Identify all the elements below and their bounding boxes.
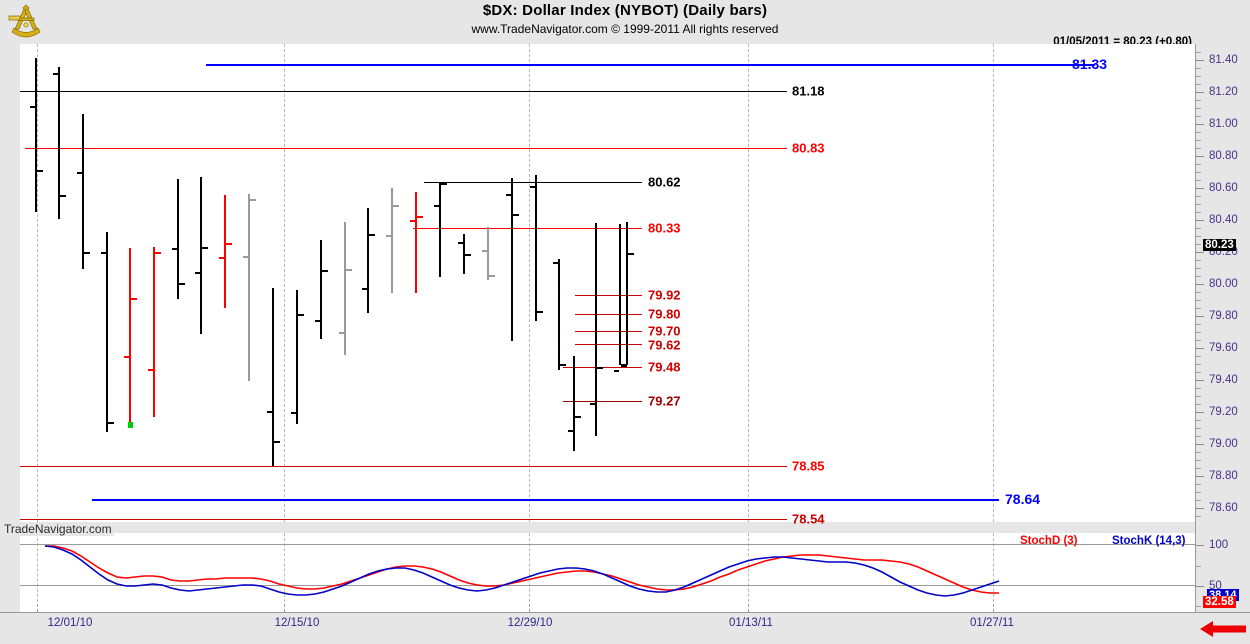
level-line-81-33 <box>206 64 1095 66</box>
price-tick-label: 80.80 <box>1209 150 1238 162</box>
price-axis[interactable]: 81.40 81.20 81.00 80.80 80.60 80.40 80.2… <box>1195 44 1250 627</box>
vgrid-line <box>993 533 994 612</box>
level-label-81-18: 81.18 <box>792 83 825 99</box>
page-title: $DX: Dollar Index (NYBOT) (Daily bars) <box>482 2 768 19</box>
stoch-k-line <box>44 545 1000 597</box>
level-line-79-70 <box>575 331 642 332</box>
stoch-scale-label-100: 100 <box>1209 539 1229 551</box>
level-label-81-33: 81.33 <box>1072 56 1108 72</box>
vgrid-line <box>284 44 285 522</box>
price-tick-label: 81.00 <box>1209 118 1238 130</box>
vgrid-line <box>748 533 749 612</box>
level-label-78-64: 78.64 <box>1005 491 1041 507</box>
date-axis[interactable] <box>0 612 1250 644</box>
stoch-gridline-50 <box>20 585 1195 586</box>
level-label-78-85: 78.85 <box>792 458 825 474</box>
level-label-80-83: 80.83 <box>792 140 825 156</box>
price-tick-label: 78.60 <box>1209 502 1238 514</box>
price-tick-label: 79.60 <box>1209 342 1238 354</box>
level-line-81-18 <box>20 91 787 92</box>
panel-separator <box>20 527 1250 532</box>
price-tick-label: 81.40 <box>1209 54 1238 66</box>
stochastic-lines <box>44 545 1000 597</box>
level-box-top <box>490 182 642 183</box>
price-tick-label: 80.40 <box>1209 214 1238 226</box>
date-tick-label: 01/13/11 <box>729 617 773 629</box>
level-label-79-27: 79.27 <box>648 393 681 409</box>
vgrid-line <box>529 44 530 522</box>
price-tick-label: 79.20 <box>1209 406 1238 418</box>
level-line-79-62 <box>575 344 642 345</box>
level-line-78-64 <box>92 499 999 501</box>
vgrid-line <box>529 533 530 612</box>
price-tick-label: 81.20 <box>1209 86 1238 98</box>
stoch-d-line <box>45 545 999 594</box>
date-tick-label: 12/29/10 <box>507 617 553 629</box>
level-label-80-62: 80.62 <box>648 174 681 190</box>
stoch-k-legend: StochK (14,3) <box>1112 535 1186 547</box>
vgrid-line <box>37 533 38 612</box>
date-tick-label: 01/27/11 <box>970 617 1014 629</box>
vgrid-line <box>37 44 38 522</box>
date-tick-label: 12/15/10 <box>274 617 320 629</box>
stochastic-plot[interactable]: StochD (3) StochK (14,3) <box>20 533 1195 612</box>
sextant-logo-icon <box>8 4 41 38</box>
level-label-79-48: 79.48 <box>648 359 681 375</box>
price-plot[interactable]: 81.33 81.18 80.83 80.62 80.33 79.92 79.8… <box>20 44 1195 527</box>
axis-spine <box>1195 44 1196 612</box>
vgrid-line <box>993 44 994 522</box>
vgrid-line <box>284 533 285 612</box>
level-line-79-80 <box>575 314 642 315</box>
level-line-80-83 <box>25 148 787 149</box>
stoch-d-legend: StochD (3) <box>1020 535 1078 547</box>
scroll-left-arrow-icon[interactable] <box>1200 620 1246 638</box>
stoch-d-value-marker: 32.58 <box>1203 596 1236 608</box>
stoch-gridline-100 <box>20 544 1195 545</box>
date-tick-label: 12/01/10 <box>47 617 93 629</box>
level-line-78-85 <box>20 466 787 467</box>
current-price-marker: 80.23 <box>1203 239 1236 251</box>
price-tick-label: 80.00 <box>1209 278 1238 290</box>
watermark-label: TradeNavigator.com <box>2 522 114 536</box>
price-tick-label: 79.40 <box>1209 374 1238 386</box>
price-tick-label: 78.80 <box>1209 470 1238 482</box>
level-label-79-92: 79.92 <box>648 287 681 303</box>
level-line-80-33 <box>413 228 642 229</box>
level-label-78-54: 78.54 <box>792 511 825 527</box>
price-tick-label: 80.60 <box>1209 182 1238 194</box>
price-tick-label: 79.00 <box>1209 438 1238 450</box>
price-tick-label: 79.80 <box>1209 310 1238 322</box>
left-margin <box>0 44 20 612</box>
level-label-79-70: 79.70 <box>648 323 681 339</box>
level-label-79-80: 79.80 <box>648 306 681 322</box>
level-label-79-62: 79.62 <box>648 337 681 353</box>
vgrid-line <box>748 44 749 522</box>
level-line-79-27 <box>563 401 642 402</box>
level-label-80-33: 80.33 <box>648 220 681 236</box>
level-line-79-92 <box>575 295 642 296</box>
copyright-subtitle: www.TradeNavigator.com © 1999-2011 All r… <box>471 22 779 36</box>
level-line-78-54 <box>20 519 787 520</box>
